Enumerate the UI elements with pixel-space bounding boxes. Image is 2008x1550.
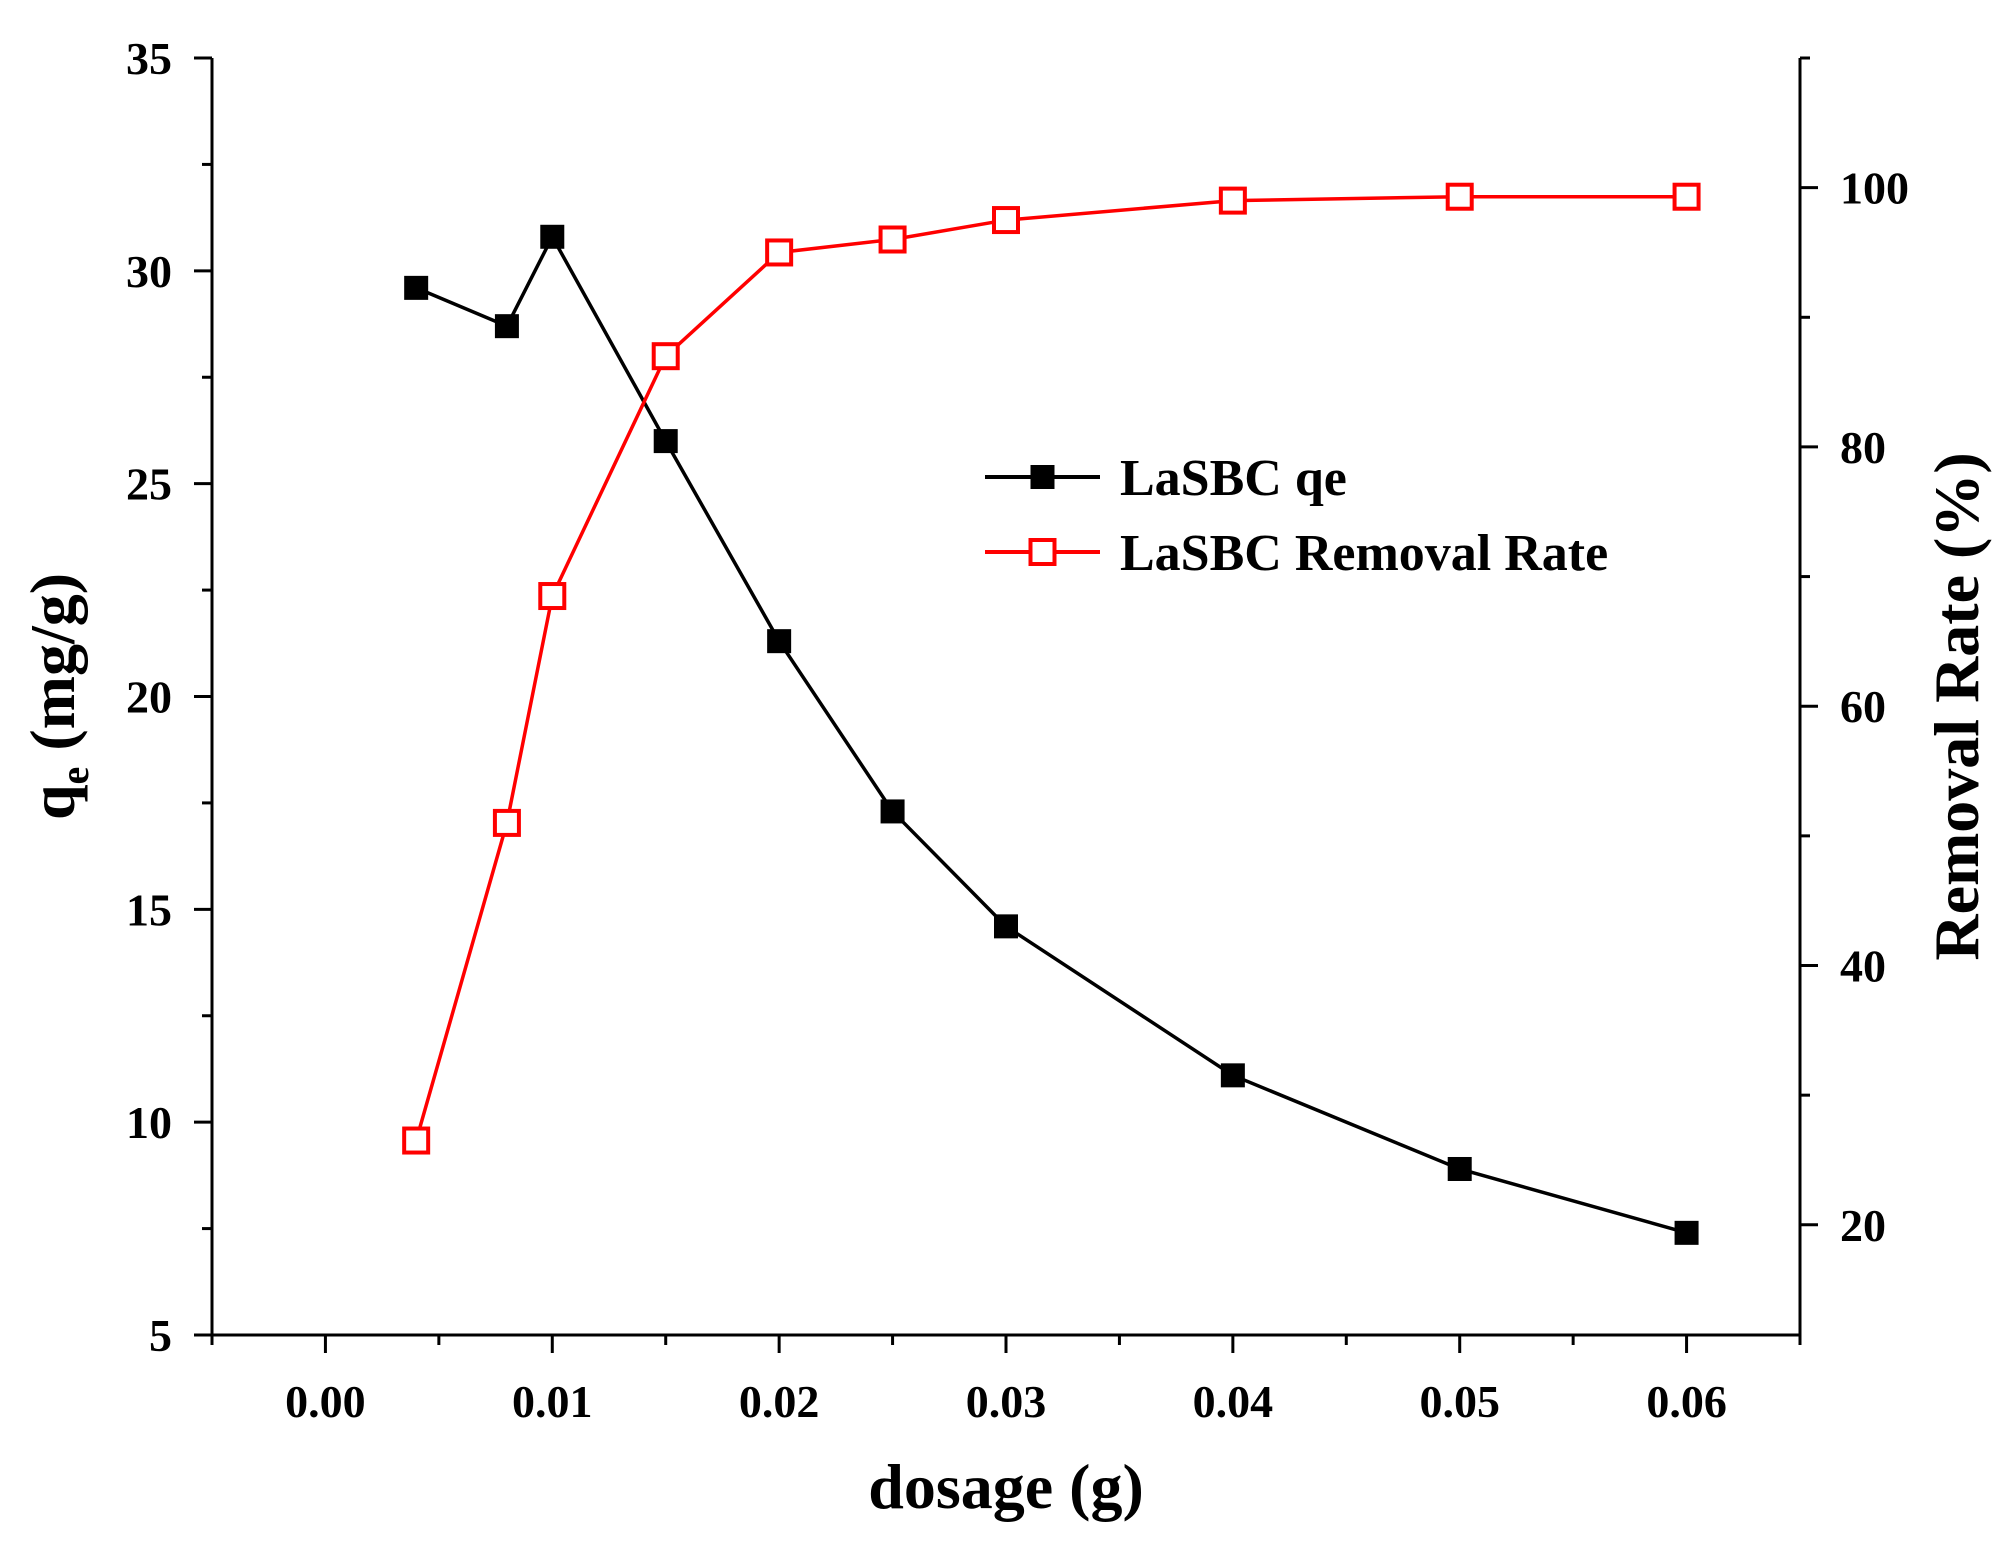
y-axis-title: qe (mg/g) (17, 573, 97, 820)
x-tick-label: 0.03 (966, 1376, 1047, 1427)
y-tick-label: 25 (126, 459, 172, 510)
x-tick-label: 0.05 (1419, 1376, 1500, 1427)
qe-point (1220, 1063, 1245, 1088)
x-tick-label: 0.02 (739, 1376, 820, 1427)
qe-point (404, 275, 429, 300)
y-axis-title-subscript: e (52, 767, 97, 785)
y2-tick-label: 100 (1840, 163, 1909, 214)
series-layer (402, 182, 1701, 1245)
series-line-qe (415, 233, 1688, 1235)
x-tick-label: 0.04 (1193, 1376, 1274, 1427)
y-axis-title-units: (mg/g) (17, 573, 88, 767)
text-layer: dosage (g) qe (mg/g) Removal Rate (%) 0.… (17, 33, 1992, 1522)
qe-point (767, 629, 792, 654)
qe-point (653, 429, 678, 454)
x-tick-label: 0.06 (1646, 1376, 1727, 1427)
y-tick-label: 30 (126, 246, 172, 297)
y2-tick-label: 80 (1840, 422, 1886, 473)
legend: LaSBC qe LaSBC Removal Rate (985, 450, 1608, 582)
y-tick-label: 5 (149, 1310, 172, 1361)
legend-label-qe: LaSBC qe (1120, 450, 1347, 507)
legend-label-removal-rate: LaSBC Removal Rate (1120, 525, 1608, 582)
removal-rate-point (492, 808, 521, 837)
removal-rate-point (1445, 182, 1474, 211)
y-tick-label: 10 (126, 1097, 172, 1148)
qe-point (994, 914, 1018, 939)
y-tick-label: 35 (126, 33, 172, 84)
qe-point (1447, 1156, 1472, 1181)
y2-tick-label: 40 (1840, 941, 1886, 992)
qe-point (880, 799, 905, 824)
x-axis-title: dosage (g) (868, 1451, 1144, 1522)
x-tick-label: 0.01 (512, 1376, 593, 1427)
legend-marker-qe (1030, 465, 1055, 489)
removal-rate-point (1218, 186, 1247, 215)
y2-tick-label: 60 (1840, 681, 1886, 732)
y-tick-label: 15 (126, 884, 172, 935)
axes-layer (194, 56, 1818, 1353)
y2-tick-label: 20 (1840, 1200, 1886, 1251)
legend-marker-removal-rate (1028, 538, 1057, 566)
removal-rate-point (878, 225, 907, 254)
y-tick-label: 20 (126, 672, 172, 723)
removal-rate-point (765, 238, 794, 267)
series-line-removal-rate (414, 194, 1687, 1142)
y-axis-title-main: q (17, 784, 88, 820)
removal-rate-point (1672, 182, 1701, 211)
removal-rate-point (992, 206, 1020, 235)
removal-rate-point (651, 342, 680, 371)
qe-point (540, 224, 565, 249)
x-tick-label: 0.00 (285, 1376, 366, 1427)
removal-rate-point (538, 582, 567, 611)
qe-point (494, 314, 519, 339)
y2-axis-title: Removal Rate (%) (1921, 452, 1992, 960)
qe-point (1674, 1220, 1699, 1245)
removal-rate-point (402, 1126, 431, 1155)
